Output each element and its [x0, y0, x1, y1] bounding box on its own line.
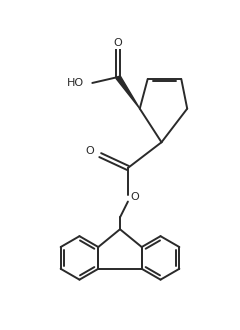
Text: O: O: [85, 146, 94, 156]
Polygon shape: [116, 76, 140, 109]
Text: O: O: [114, 38, 122, 49]
Text: O: O: [130, 192, 139, 202]
Text: HO: HO: [67, 78, 84, 88]
